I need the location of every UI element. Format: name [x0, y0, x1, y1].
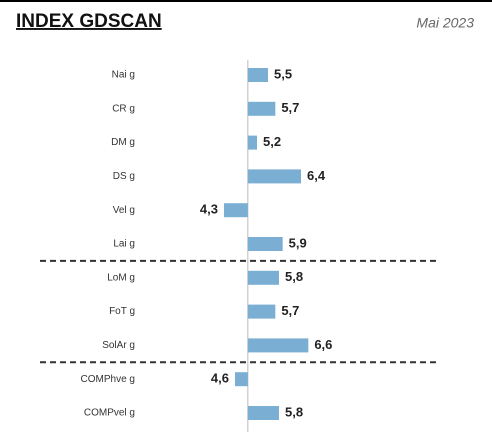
- value-label: 5,7: [281, 303, 299, 318]
- value-label: 5,7: [281, 100, 299, 115]
- bar: [247, 304, 276, 319]
- value-label: 5,5: [274, 66, 292, 81]
- bar: [247, 68, 268, 82]
- category-label: DS g: [113, 171, 135, 182]
- category-label: COMPhve g: [81, 374, 135, 385]
- value-label: 5,8: [285, 404, 303, 419]
- bar: [247, 270, 279, 285]
- category-label: DM g: [111, 137, 135, 148]
- bar: [247, 135, 257, 150]
- value-label: 5,2: [263, 134, 281, 149]
- category-label: Nai g: [112, 70, 135, 81]
- chart-title: INDEX GDSCAN: [16, 11, 162, 32]
- value-label: 5,8: [285, 269, 303, 284]
- bar: [247, 406, 279, 420]
- bar: [224, 203, 248, 218]
- category-label: COMPvel g: [84, 408, 135, 419]
- bar: [235, 372, 248, 387]
- chart-subtitle: Mai 2023: [416, 15, 474, 31]
- category-label: SolAr g: [102, 340, 135, 351]
- category-label: LoM g: [107, 272, 135, 283]
- value-label: 4,3: [200, 202, 218, 217]
- value-label: 6,4: [307, 168, 326, 183]
- category-label: FoT g: [109, 306, 135, 317]
- bar: [247, 101, 276, 116]
- category-label: Vel g: [113, 205, 135, 216]
- value-label: 4,6: [211, 371, 229, 386]
- bar: [247, 338, 309, 353]
- bar: [247, 169, 301, 184]
- category-label: Lai g: [113, 239, 135, 250]
- bar: [247, 237, 283, 251]
- value-label: 6,6: [314, 337, 332, 352]
- category-label: CR g: [112, 103, 135, 114]
- value-label: 5,9: [289, 235, 307, 250]
